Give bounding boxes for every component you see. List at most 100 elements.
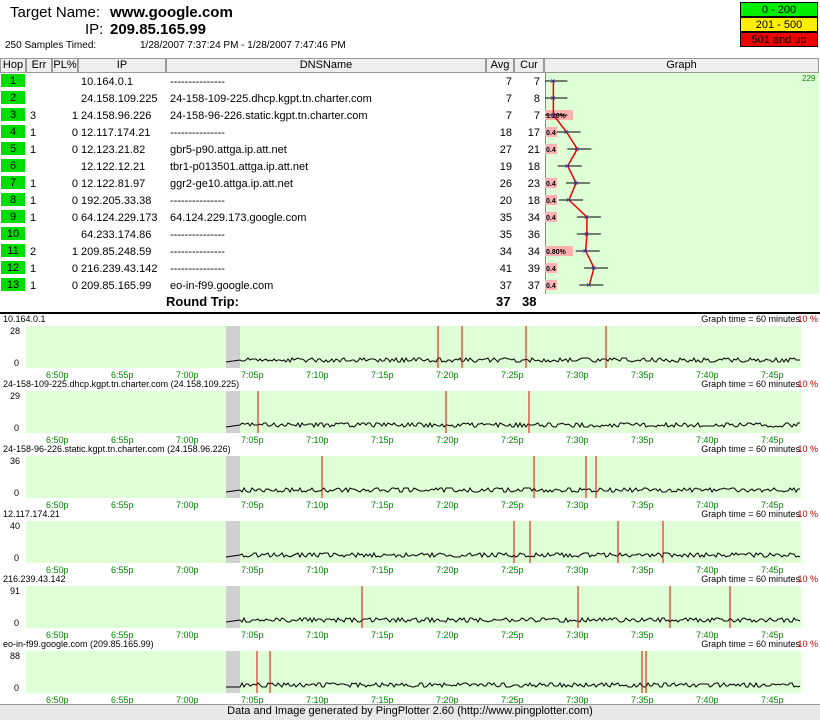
time-tick: 6:55p [111,500,134,510]
panel-ymax: 36 [10,456,21,466]
panel-title: 12.117.174.21 [3,509,60,519]
trace-line [225,551,801,559]
hop-point: × [586,280,591,290]
time-tick: 7:40p [696,630,719,640]
time-tick: 7:45p [761,500,784,510]
hop-number[interactable]: 11 [1,244,25,258]
packet-loss-text: 0.4 [546,181,556,188]
time-tick: 7:25p [501,370,524,380]
trace-line [225,487,800,494]
hop-avg: 41 [499,263,512,275]
packet-loss-text: 0.4 [546,266,556,273]
time-tick: 6:50p [46,695,69,705]
col-graph[interactable]: Graph [544,58,819,73]
hop-cur: 21 [527,144,540,156]
time-tick: 6:50p [46,565,69,575]
hop-dns: gbr5-p90.attga.ip.att.net [170,144,287,156]
col-pl[interactable]: PL% [52,58,78,73]
hop-number[interactable]: 8 [1,193,25,207]
col-err[interactable]: Err [26,58,52,73]
packet-loss-box [545,280,557,290]
hop-avg: 35 [499,229,512,241]
time-tick: 7:10p [306,500,329,510]
hop-point: × [591,263,596,273]
time-tick: 7:35p [631,565,654,575]
time-tick: 6:55p [111,565,134,575]
time-tick: 7:00p [176,695,199,705]
time-tick: 7:15p [371,435,394,445]
hop-cur: 8 [533,93,540,105]
target-name: www.google.com [110,4,233,21]
hop-err [30,159,50,175]
hop-pl: 0 [71,212,78,224]
time-tick: 7:25p [501,500,524,510]
col-ip[interactable]: IP [78,58,166,73]
hop-number[interactable]: 1 [1,74,25,88]
time-tick: 7:40p [696,370,719,380]
latency-trace [225,326,800,368]
time-tick: 6:55p [111,630,134,640]
col-dnsname[interactable]: DNSName [166,58,486,73]
time-tick: 7:45p [761,695,784,705]
packet-loss-text: 0.4 [546,130,556,137]
time-tick: 7:35p [631,630,654,640]
hop-number[interactable]: 13 [1,278,25,292]
latency-trace [225,391,800,433]
time-tick: 7:45p [761,370,784,380]
hop-err: 1 [30,280,37,292]
time-tick: 7:10p [306,695,329,705]
hop-number[interactable]: 9 [1,210,25,224]
hop-point: × [584,212,589,222]
time-tick: 6:55p [111,435,134,445]
hop-pl: 0 [71,195,78,207]
hop-point: × [584,229,589,239]
time-tick: 7:00p [176,500,199,510]
time-tick: 7:10p [306,435,329,445]
hop-err: 1 [30,127,37,139]
hop-point: × [574,144,579,154]
hop-ip: 24.158.96.226 [81,110,152,122]
time-tick: 7:15p [371,565,394,575]
packet-loss-text: 0.4 [546,147,556,154]
hop-number[interactable]: 6 [1,159,25,173]
hop-cur: 36 [527,229,540,241]
hop-ip: 10.164.0.1 [81,76,133,88]
time-tick: 7:40p [696,500,719,510]
hop-avg: 20 [499,195,512,207]
hop-cur: 18 [527,161,540,173]
hop-number[interactable]: 12 [1,261,25,275]
hop-number[interactable]: 3 [1,108,25,122]
panel-pl-scale: 10 % [797,379,818,389]
hop-number[interactable]: 5 [1,142,25,156]
hop-number[interactable]: 2 [1,91,25,105]
time-tick: 7:15p [371,695,394,705]
panel-pl-scale: 10 % [797,314,818,324]
panel-chart [26,391,801,433]
ip-label: IP: [85,21,104,38]
hop-pl: 0 [71,263,78,275]
hop-number[interactable]: 7 [1,176,25,190]
col-cur[interactable]: Cur [514,58,544,73]
hop-cur: 39 [527,263,540,275]
time-tick: 7:05p [241,435,264,445]
time-graph-panel: 216.239.43.142 Graph time = 60 minutes 10 … [0,574,820,640]
packet-loss-text: 0.4 [546,198,556,205]
time-tick: 7:05p [241,500,264,510]
time-tick: 7:35p [631,695,654,705]
time-tick: 6:55p [111,370,134,380]
panel-ymax: 29 [10,391,21,401]
time-tick: 7:25p [501,695,524,705]
hop-cur: 7 [533,110,540,122]
time-tick: 7:25p [501,565,524,575]
packet-loss-box [545,178,557,188]
time-tick: 7:40p [696,695,719,705]
hop-err [30,74,50,90]
hop-ip: 216.239.43.142 [81,263,158,275]
col-avg[interactable]: Avg [486,58,514,73]
time-tick: 7:25p [501,435,524,445]
hop-number[interactable]: 4 [1,125,25,139]
col-hop[interactable]: Hop [0,58,26,73]
time-tick: 6:50p [46,500,69,510]
hop-number[interactable]: 10 [1,227,25,241]
hop-cur: 34 [527,212,540,224]
